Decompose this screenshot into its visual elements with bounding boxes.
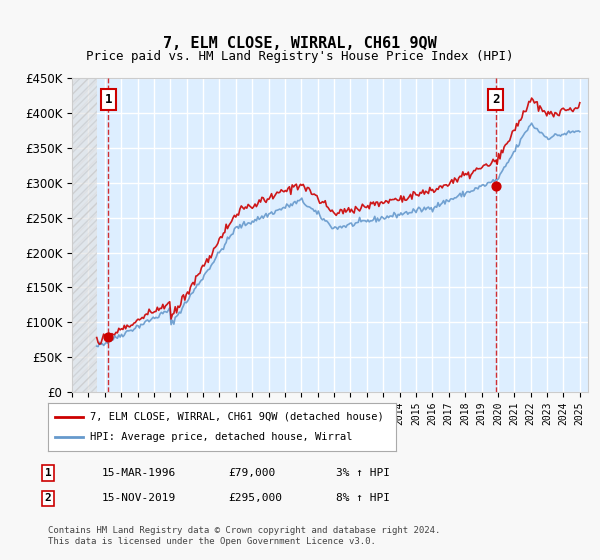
Text: 1: 1 [104,93,112,106]
Text: 8% ↑ HPI: 8% ↑ HPI [336,493,390,503]
Text: £79,000: £79,000 [228,468,275,478]
Text: £295,000: £295,000 [228,493,282,503]
Text: 15-MAR-1996: 15-MAR-1996 [102,468,176,478]
Text: Price paid vs. HM Land Registry's House Price Index (HPI): Price paid vs. HM Land Registry's House … [86,50,514,63]
Text: 1: 1 [44,468,52,478]
Text: 7, ELM CLOSE, WIRRAL, CH61 9QW (detached house): 7, ELM CLOSE, WIRRAL, CH61 9QW (detached… [90,412,383,422]
Point [103,333,113,342]
Text: HPI: Average price, detached house, Wirral: HPI: Average price, detached house, Wirr… [90,432,352,442]
Text: 2: 2 [44,493,52,503]
Text: 15-NOV-2019: 15-NOV-2019 [102,493,176,503]
Text: 7, ELM CLOSE, WIRRAL, CH61 9QW: 7, ELM CLOSE, WIRRAL, CH61 9QW [163,36,437,52]
Text: 2: 2 [492,93,500,106]
Text: 3% ↑ HPI: 3% ↑ HPI [336,468,390,478]
Bar [72,78,97,392]
Point [491,182,501,191]
Text: Contains HM Land Registry data © Crown copyright and database right 2024.
This d: Contains HM Land Registry data © Crown c… [48,526,440,546]
